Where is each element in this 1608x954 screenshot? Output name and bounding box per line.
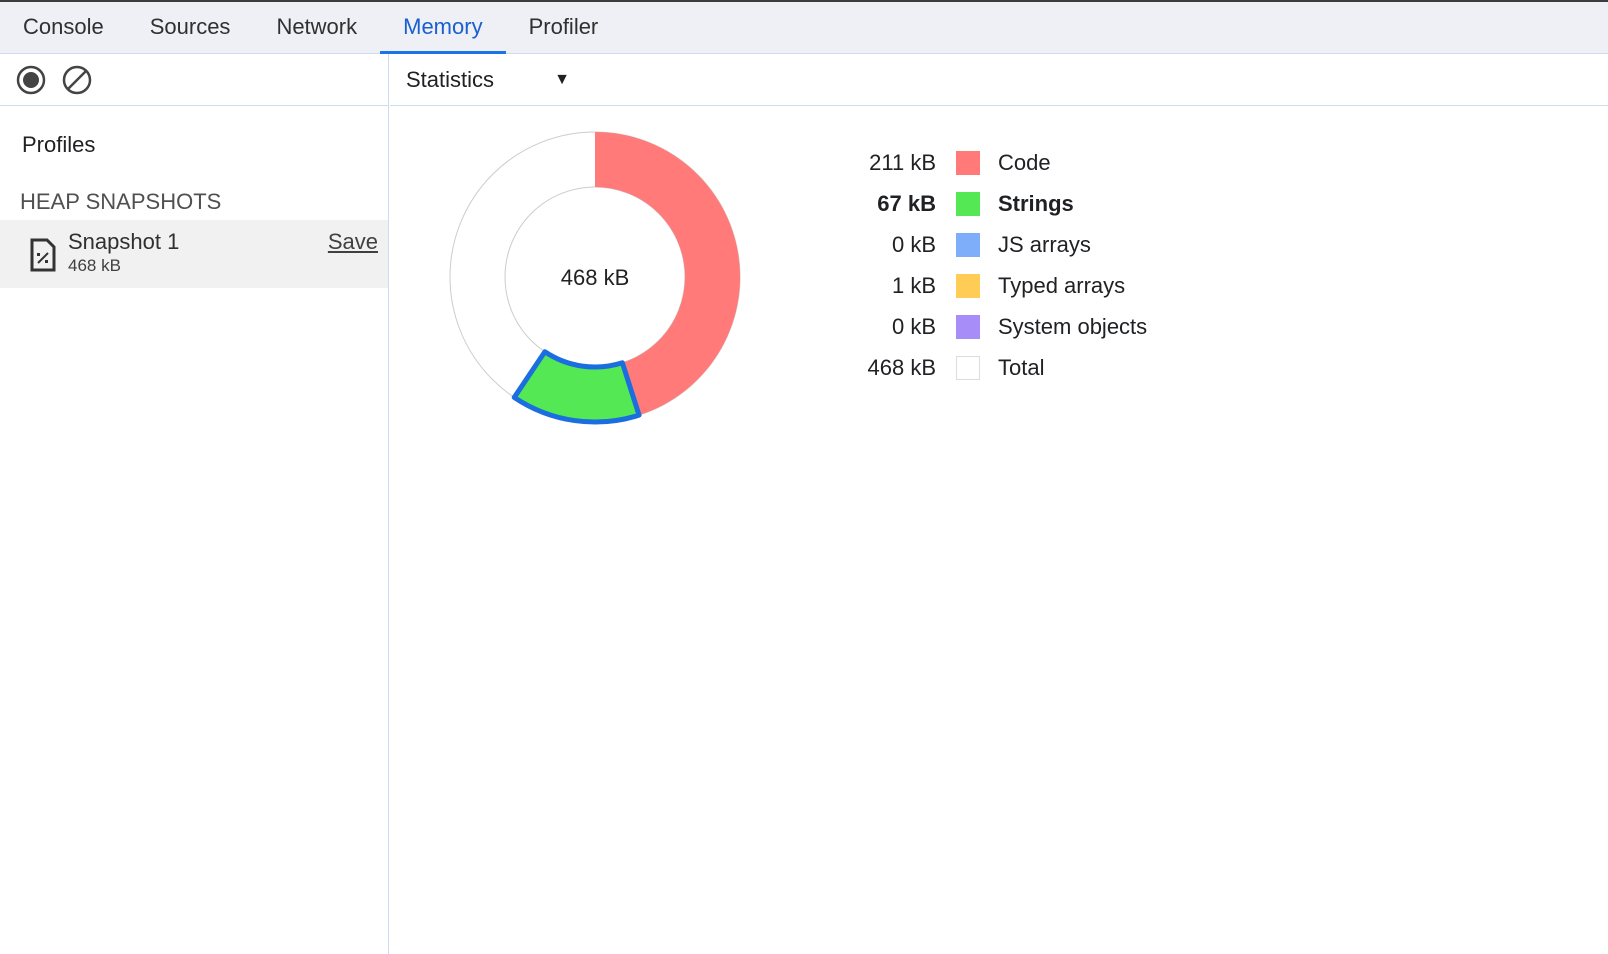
- tab-memory[interactable]: Memory: [380, 2, 507, 54]
- legend-label: JS arrays: [998, 231, 1091, 257]
- legend-row-system-objects[interactable]: 0 kB System objects: [830, 306, 1147, 347]
- donut-slice-strings[interactable]: [511, 349, 642, 425]
- tab-console[interactable]: Console: [23, 14, 104, 39]
- snapshot-size: 468 kB: [68, 256, 121, 275]
- legend-label: Strings: [998, 190, 1074, 216]
- legend-row-typed-arrays[interactable]: 1 kB Typed arrays: [830, 265, 1147, 306]
- legend-row-code[interactable]: 211 kB Code: [830, 142, 1147, 183]
- legend-value: 211 kB: [869, 149, 936, 175]
- view-select[interactable]: Statistics ▼: [390, 67, 570, 93]
- legend-value: 0 kB: [891, 231, 936, 257]
- legend-label: Code: [998, 149, 1051, 175]
- save-snapshot-link[interactable]: Save: [327, 229, 378, 254]
- tab-profiler[interactable]: Profiler: [528, 14, 599, 39]
- heap-snapshots-section: HEAP SNAPSHOTS: [20, 189, 222, 214]
- legend-row-strings[interactable]: 67 kB Strings: [830, 183, 1147, 224]
- view-select-value: Statistics: [406, 66, 495, 92]
- donut-slice-code[interactable]: [595, 132, 741, 416]
- legend-label: Total: [998, 354, 1045, 380]
- clear-icon[interactable]: [62, 65, 92, 95]
- legend-swatch: [956, 273, 980, 298]
- profiles-heading: Profiles: [22, 132, 96, 157]
- record-icon[interactable]: [16, 65, 46, 95]
- legend-row-total[interactable]: 468 kB Total: [830, 347, 1147, 388]
- window-top-border: [0, 0, 1608, 2]
- legend-label: Typed arrays: [998, 272, 1126, 298]
- profiles-sidebar: Profiles HEAP SNAPSHOTS Snapshot 1 468 k…: [0, 54, 389, 954]
- legend-swatch: [956, 150, 980, 175]
- statistics-legend: 211 kB Code 67 kB Strings 0 kB JS arrays 1 kB T…: [830, 142, 1147, 388]
- statistics-donut-chart: 468 kB: [449, 131, 741, 425]
- tab-sources[interactable]: Sources: [149, 14, 231, 39]
- legend-swatch: [956, 314, 980, 339]
- legend-value: 1 kB: [891, 272, 936, 298]
- legend-value: 67 kB: [877, 190, 936, 216]
- snapshot-list-item[interactable]: Snapshot 1 468 kB Save: [0, 220, 388, 288]
- dropdown-arrow-icon: ▼: [554, 70, 570, 88]
- donut-center-label: 468 kB: [561, 265, 630, 290]
- sidebar-toolbar: [0, 54, 388, 106]
- legend-row-js-arrays[interactable]: 0 kB JS arrays: [830, 224, 1147, 265]
- legend-swatch: [956, 232, 980, 257]
- view-toolbar: Statistics ▼: [390, 54, 1608, 106]
- legend-label: System objects: [998, 313, 1148, 339]
- heap-snapshot-file-icon: [30, 238, 56, 277]
- snapshot-name: Snapshot 1: [68, 229, 180, 254]
- tab-network[interactable]: Network: [276, 14, 358, 39]
- devtools-tab-bar: Console Sources Network Memory Profiler: [0, 2, 1608, 54]
- legend-swatch: [956, 355, 980, 380]
- legend-swatch: [956, 191, 980, 216]
- legend-value: 0 kB: [891, 313, 936, 339]
- legend-value: 468 kB: [867, 354, 937, 380]
- snapshot-view: Statistics ▼ 468 kB 211 kB Code 67 kB Strin…: [390, 54, 1608, 954]
